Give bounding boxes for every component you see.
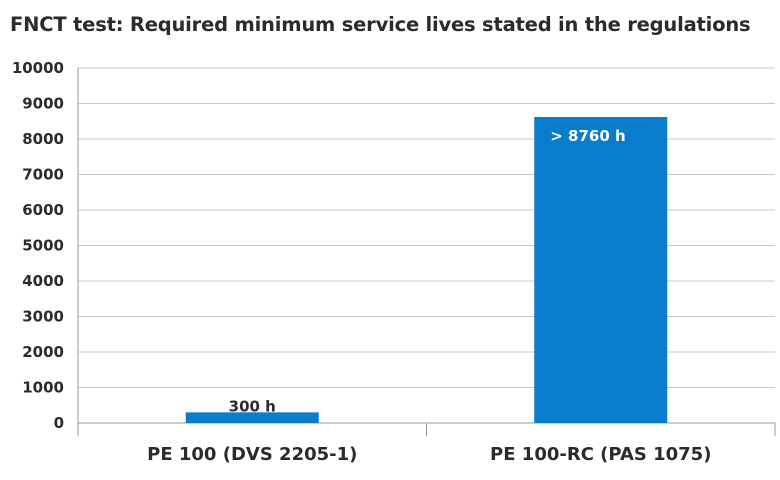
data-label: > 8760 h — [550, 127, 625, 145]
y-tick-label: 0 — [54, 414, 64, 432]
y-tick-label: 3000 — [22, 308, 64, 326]
y-tick-label: 8000 — [22, 130, 64, 148]
y-tick-label: 9000 — [22, 95, 64, 113]
data-label: 300 h — [229, 397, 276, 415]
y-tick-label: 6000 — [22, 201, 64, 219]
y-tick-label: 7000 — [22, 166, 64, 184]
y-tick-label: 2000 — [22, 343, 64, 361]
y-tick-label: 10000 — [12, 59, 64, 77]
y-tick-label: 5000 — [22, 237, 64, 255]
bar-2 — [534, 116, 668, 424]
y-tick-label: 4000 — [22, 272, 64, 290]
x-category-label: PE 100 (DVS 2205-1) — [147, 444, 357, 465]
x-category-label: PE 100-RC (PAS 1075) — [490, 444, 711, 465]
bar-1 — [185, 412, 319, 423]
chart-title: FNCT test: Required minimum service live… — [10, 13, 751, 36]
y-tick-label: 1000 — [22, 379, 64, 397]
